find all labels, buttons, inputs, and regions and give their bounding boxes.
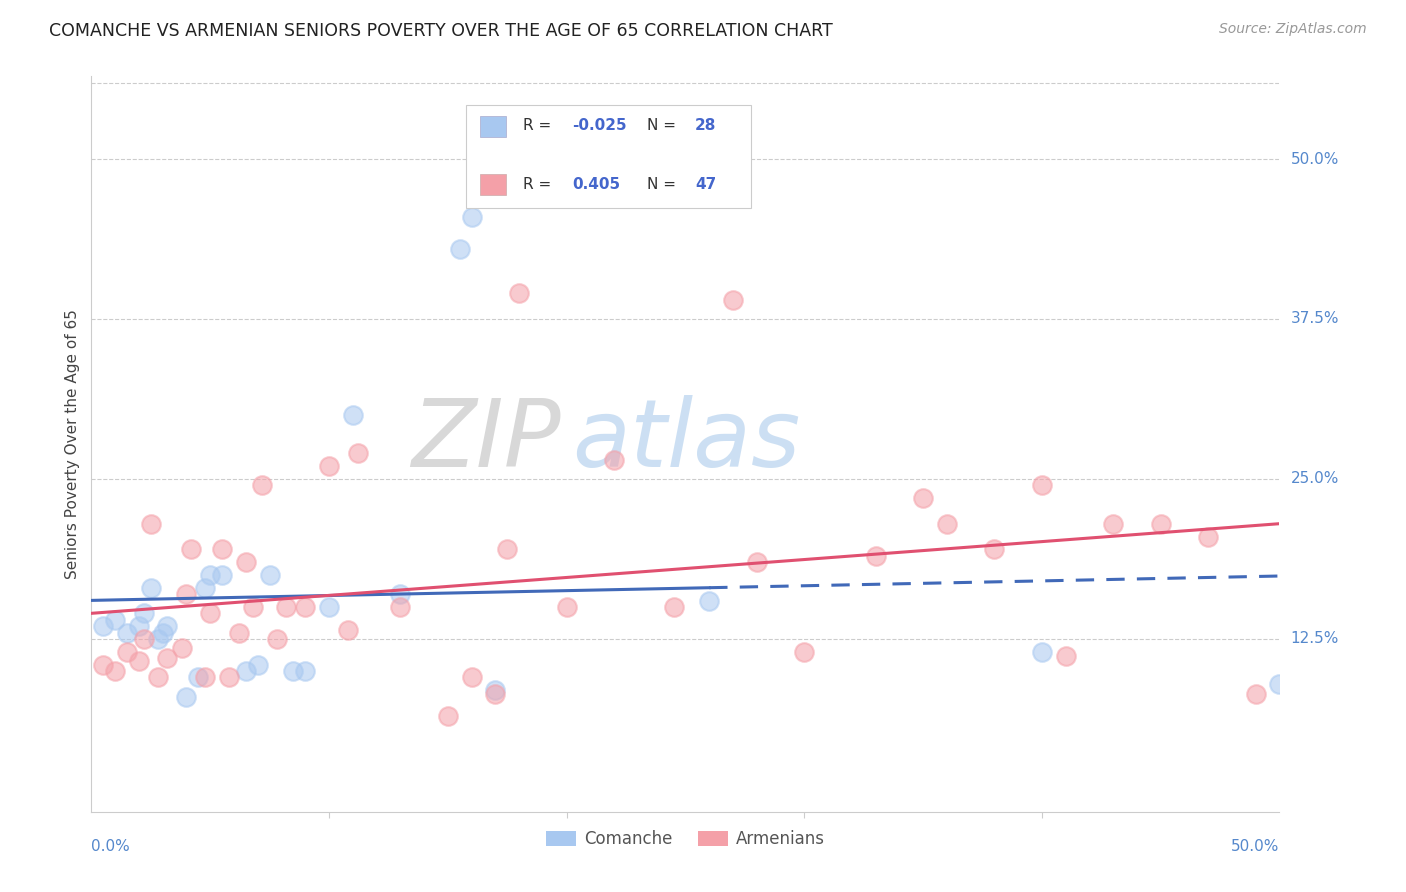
Point — [1244, 687, 1267, 701]
Point — [1268, 677, 1291, 691]
Point — [460, 210, 482, 224]
Point — [146, 632, 169, 646]
Point — [211, 542, 233, 557]
Point — [318, 599, 340, 614]
Point — [721, 293, 744, 307]
Point — [294, 599, 316, 614]
Point — [139, 516, 162, 531]
FancyBboxPatch shape — [479, 174, 506, 195]
Point — [259, 568, 281, 582]
Point — [152, 625, 174, 640]
Point — [793, 645, 815, 659]
Text: 0.0%: 0.0% — [91, 839, 131, 855]
Y-axis label: Seniors Poverty Over the Age of 65: Seniors Poverty Over the Age of 65 — [65, 309, 80, 579]
Point — [194, 670, 217, 684]
Text: N =: N = — [647, 178, 682, 193]
Text: ZIP: ZIP — [411, 394, 561, 485]
Point — [132, 632, 155, 646]
Point — [484, 687, 506, 701]
Point — [170, 640, 193, 655]
Point — [156, 619, 179, 633]
Legend: Comanche, Armenians: Comanche, Armenians — [540, 823, 831, 855]
Point — [200, 607, 222, 621]
FancyBboxPatch shape — [479, 116, 506, 136]
Point — [603, 452, 626, 467]
Text: Source: ZipAtlas.com: Source: ZipAtlas.com — [1219, 22, 1367, 37]
Point — [104, 613, 127, 627]
Point — [128, 619, 150, 633]
Point — [318, 459, 340, 474]
Point — [266, 632, 288, 646]
Point — [1197, 530, 1219, 544]
Point — [235, 664, 257, 678]
Point — [115, 645, 138, 659]
Point — [200, 568, 222, 582]
Point — [128, 654, 150, 668]
Point — [1102, 516, 1125, 531]
Point — [449, 242, 471, 256]
Point — [662, 599, 685, 614]
Point — [484, 683, 506, 698]
Text: 0.405: 0.405 — [572, 178, 620, 193]
Point — [436, 708, 458, 723]
Point — [276, 599, 298, 614]
Point — [146, 670, 169, 684]
Point — [187, 670, 209, 684]
Text: R =: R = — [523, 119, 555, 134]
Point — [342, 408, 364, 422]
Text: 47: 47 — [695, 178, 716, 193]
Text: 25.0%: 25.0% — [1291, 472, 1339, 486]
Text: COMANCHE VS ARMENIAN SENIORS POVERTY OVER THE AGE OF 65 CORRELATION CHART: COMANCHE VS ARMENIAN SENIORS POVERTY OVE… — [49, 22, 832, 40]
Point — [697, 593, 720, 607]
Point — [389, 599, 412, 614]
Point — [460, 670, 482, 684]
Point — [337, 623, 360, 637]
Text: atlas: atlas — [572, 394, 801, 485]
Point — [983, 542, 1005, 557]
Point — [139, 581, 162, 595]
Text: 50.0%: 50.0% — [1291, 152, 1339, 167]
Point — [246, 657, 269, 672]
Point — [156, 651, 179, 665]
Text: 50.0%: 50.0% — [1232, 839, 1279, 855]
Point — [911, 491, 934, 505]
Point — [865, 549, 887, 563]
Point — [228, 625, 250, 640]
Text: N =: N = — [647, 119, 682, 134]
Point — [91, 657, 114, 672]
Point — [346, 446, 368, 460]
Point — [496, 542, 519, 557]
Text: 28: 28 — [695, 119, 716, 134]
Point — [1031, 645, 1053, 659]
Point — [176, 587, 198, 601]
Point — [211, 568, 233, 582]
Text: -0.025: -0.025 — [572, 119, 627, 134]
Text: 12.5%: 12.5% — [1291, 632, 1339, 647]
Point — [283, 664, 305, 678]
Point — [132, 607, 155, 621]
Point — [389, 587, 412, 601]
Point — [745, 555, 768, 569]
Point — [1149, 516, 1171, 531]
Text: R =: R = — [523, 178, 561, 193]
Point — [91, 619, 114, 633]
Point — [294, 664, 316, 678]
Point — [1031, 478, 1053, 492]
Point — [176, 690, 198, 704]
Point — [508, 286, 530, 301]
Point — [242, 599, 264, 614]
Point — [194, 581, 217, 595]
Point — [104, 664, 127, 678]
Point — [935, 516, 957, 531]
Text: 37.5%: 37.5% — [1291, 311, 1339, 326]
Point — [115, 625, 138, 640]
Point — [252, 478, 274, 492]
Point — [1054, 648, 1077, 663]
FancyBboxPatch shape — [465, 105, 751, 209]
Point — [180, 542, 202, 557]
Point — [218, 670, 240, 684]
Point — [235, 555, 257, 569]
Point — [555, 599, 578, 614]
